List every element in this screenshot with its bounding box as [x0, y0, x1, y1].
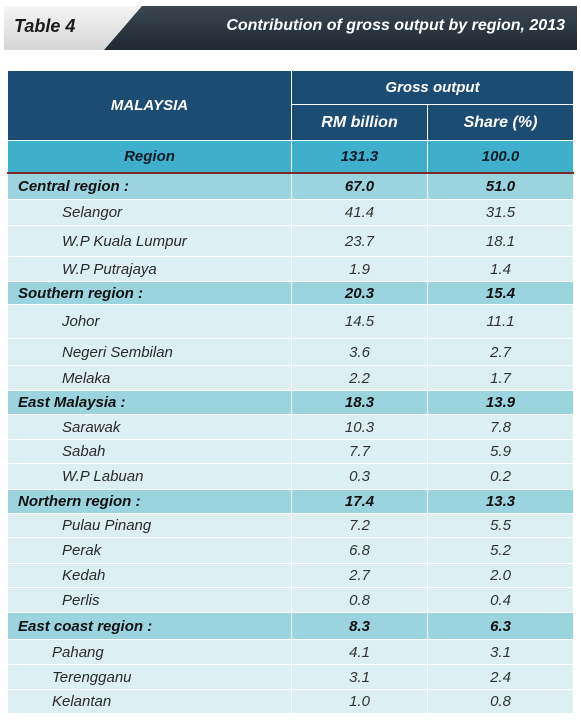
region-name: Southern region :: [7, 281, 292, 305]
state-row: Pulau Pinang 7.2 5.5: [7, 513, 575, 538]
state-value: 3.6: [291, 338, 428, 366]
state-row: Sarawak 10.3 7.8: [7, 414, 575, 440]
region-share: 51.0: [426, 172, 575, 200]
state-row: W.P Kuala Lumpur 23.7 18.1: [7, 225, 575, 257]
state-value: 2.2: [291, 365, 428, 391]
state-value: 41.4: [291, 199, 428, 226]
region-row: East coast region :8.3 6.3: [7, 612, 575, 640]
region-share: 13.3: [426, 489, 575, 514]
state-row: Kedah 2.7 2.0: [7, 563, 575, 588]
country-header: MALAYSIA: [7, 70, 292, 141]
state-value: 7.7: [291, 439, 428, 464]
region-row: Northern region :17.4 13.3: [7, 489, 575, 514]
state-share: 7.8: [426, 414, 575, 440]
state-value: 6.8: [291, 537, 428, 564]
state-name: W.P Kuala Lumpur: [7, 225, 292, 257]
state-name: Kedah: [7, 563, 292, 588]
state-name: Negeri Sembilan: [7, 338, 292, 366]
state-value: 1.0: [291, 689, 428, 714]
state-share: 0.2: [426, 463, 575, 490]
state-name: W.P Labuan: [7, 463, 292, 490]
state-value: 7.2: [291, 513, 428, 538]
state-value: 1.9: [291, 256, 428, 282]
region-value: 67.0: [291, 172, 428, 200]
state-row: Terengganu 3.1 2.4: [7, 664, 575, 690]
region-name: East Malaysia :: [7, 390, 292, 415]
gross-output-table: MALAYSIA Gross output RM billion Share (…: [7, 70, 575, 714]
state-name: Selangor: [7, 199, 292, 226]
state-name: Terengganu: [7, 664, 292, 690]
share-header: Share (%): [426, 104, 575, 141]
table-body: Central region :67.0 51.0 Selangor 41.4 31.5…: [7, 172, 575, 714]
rm-billion-header: RM billion: [291, 104, 428, 141]
state-row: Perak 6.8 5.2: [7, 537, 575, 564]
state-name: Perlis: [7, 587, 292, 613]
state-name: Sarawak: [7, 414, 292, 440]
state-value: 0.8: [291, 587, 428, 613]
state-name: Sabah: [7, 439, 292, 464]
state-value: 10.3: [291, 414, 428, 440]
state-row: W.P Putrajaya 1.9 1.4: [7, 256, 575, 282]
state-name: Melaka: [7, 365, 292, 391]
state-name: Perak: [7, 537, 292, 564]
state-name: Johor: [7, 304, 292, 339]
state-share: 5.9: [426, 439, 575, 464]
state-row: W.P Labuan 0.3 0.2: [7, 463, 575, 490]
region-share: 13.9: [426, 390, 575, 415]
total-value: 131.3: [291, 140, 428, 174]
state-share: 31.5: [426, 199, 575, 226]
state-share: 11.1: [426, 304, 575, 339]
table-title-bar: Table 4 Contribution of gross output by …: [4, 6, 577, 50]
state-row: Sabah 7.7 5.9: [7, 439, 575, 464]
state-row: Selangor 41.4 31.5: [7, 199, 575, 226]
state-share: 2.0: [426, 563, 575, 588]
state-share: 1.7: [426, 365, 575, 391]
state-share: 3.1: [426, 639, 575, 665]
region-row: Central region :67.0 51.0: [7, 172, 575, 200]
table-caption: Contribution of gross output by region, …: [226, 17, 565, 34]
state-value: 14.5: [291, 304, 428, 339]
state-name: Pulau Pinang: [7, 513, 292, 538]
state-share: 5.5: [426, 513, 575, 538]
state-share: 1.4: [426, 256, 575, 282]
state-name: Pahang: [7, 639, 292, 665]
state-share: 0.8: [426, 689, 575, 714]
region-value: 17.4: [291, 489, 428, 514]
region-row: Southern region :20.3 15.4: [7, 281, 575, 305]
region-share: 6.3: [426, 612, 575, 640]
state-share: 18.1: [426, 225, 575, 257]
region-value: 20.3: [291, 281, 428, 305]
table-number-label: Table 4: [14, 16, 76, 36]
state-value: 23.7: [291, 225, 428, 257]
gross-output-header: Gross output: [290, 70, 575, 105]
state-share: 5.2: [426, 537, 575, 564]
state-value: 3.1: [291, 664, 428, 690]
state-row: Melaka 2.2 1.7: [7, 365, 575, 391]
state-share: 0.4: [426, 587, 575, 613]
region-name: Central region :: [7, 172, 292, 200]
total-label: Region: [7, 140, 292, 174]
state-value: 2.7: [291, 563, 428, 588]
region-value: 18.3: [291, 390, 428, 415]
state-row: Negeri Sembilan 3.6 2.7: [7, 338, 575, 366]
state-name: Kelantan: [7, 689, 292, 714]
region-name: Northern region :: [7, 489, 292, 514]
region-row: East Malaysia :18.3 13.9: [7, 390, 575, 415]
state-row: Kelantan 1.0 0.8: [7, 689, 575, 714]
total-share: 100.0: [426, 140, 575, 174]
state-value: 4.1: [291, 639, 428, 665]
region-value: 8.3: [291, 612, 428, 640]
region-name: East coast region :: [7, 612, 292, 640]
state-share: 2.4: [426, 664, 575, 690]
state-row: Perlis 0.8 0.4: [7, 587, 575, 613]
region-share: 15.4: [426, 281, 575, 305]
state-name: W.P Putrajaya: [7, 256, 292, 282]
state-row: Pahang 4.1 3.1: [7, 639, 575, 665]
state-value: 0.3: [291, 463, 428, 490]
state-share: 2.7: [426, 338, 575, 366]
state-row: Johor 14.5 11.1: [7, 304, 575, 339]
